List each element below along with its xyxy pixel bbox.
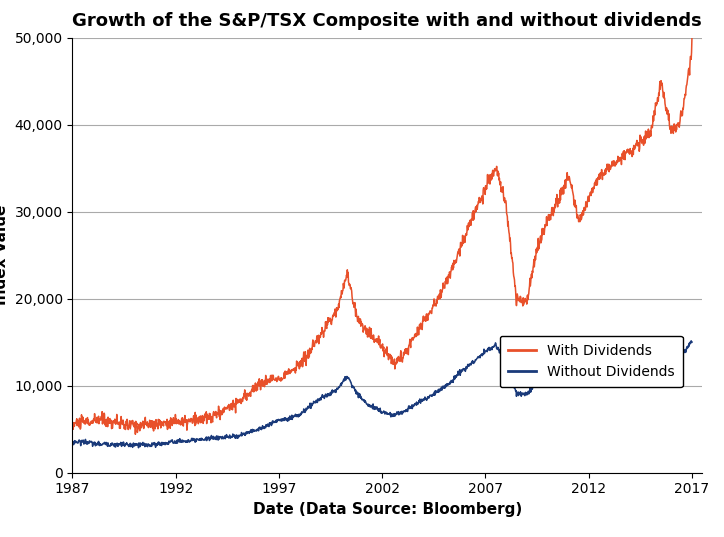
Legend: With Dividends, Without Dividends: With Dividends, Without Dividends — [500, 336, 683, 387]
Y-axis label: Index Value: Index Value — [0, 205, 9, 305]
X-axis label: Date (Data Source: Bloomberg): Date (Data Source: Bloomberg) — [253, 502, 522, 517]
Title: Growth of the S&P/TSX Composite with and without dividends: Growth of the S&P/TSX Composite with and… — [72, 12, 702, 31]
